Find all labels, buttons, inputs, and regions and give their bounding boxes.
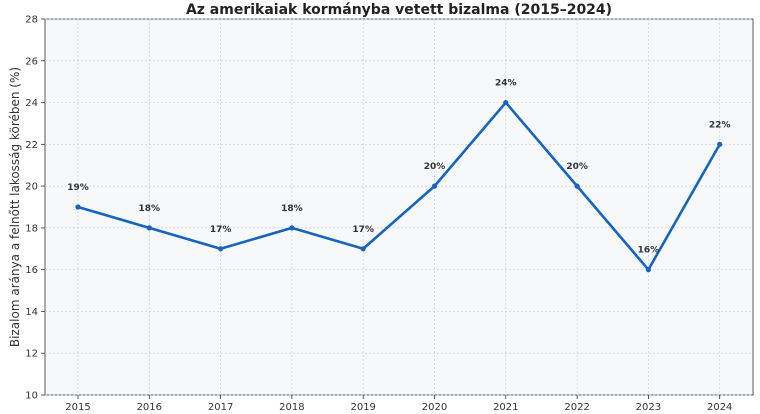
plot-area — [44, 18, 754, 396]
grid — [45, 18, 753, 396]
data-label: 22% — [709, 120, 731, 130]
series-layer: 19% 18% 17% 18% 17% 20% 24% 20% 16% 22% — [67, 79, 730, 273]
x-tick-label: 2016 — [137, 402, 162, 413]
data-point — [431, 183, 438, 189]
y-tick-label: 26 — [25, 56, 38, 67]
data-label: 20% — [424, 162, 446, 172]
x-tick-label: 2023 — [636, 402, 661, 413]
data-point — [503, 99, 509, 106]
data-label: 19% — [67, 183, 89, 193]
data-label: 18% — [139, 204, 161, 214]
y-tick-label: 16 — [25, 265, 38, 276]
x-tick-label: 2019 — [350, 402, 375, 413]
data-label: 17% — [210, 225, 232, 235]
data-point — [360, 246, 366, 252]
y-tick-label: 18 — [25, 223, 38, 234]
data-point — [645, 267, 652, 273]
data-point — [717, 141, 723, 147]
x-tick-label: 2015 — [65, 402, 90, 413]
y-tick-label: 10 — [25, 391, 38, 402]
x-tick-label: 2022 — [564, 402, 589, 413]
data-label: 16% — [638, 246, 660, 256]
y-tick-label: 20 — [25, 182, 38, 193]
data-point — [574, 183, 580, 189]
series-line — [77, 101, 721, 271]
y-tick-label: 22 — [25, 140, 38, 151]
y-tick-label: 12 — [25, 349, 38, 360]
y-tick-label: 28 — [25, 15, 38, 26]
y-axis-label: Bizalom aránya a felnőtt lakosság körébe… — [8, 67, 22, 347]
data-label: 18% — [281, 204, 303, 214]
data-label: 17% — [352, 225, 374, 235]
data-point — [289, 225, 295, 231]
data-label: 20% — [566, 162, 588, 172]
x-tick-label: 2021 — [493, 402, 518, 413]
x-tick-label: 2017 — [208, 402, 233, 413]
y-tick-label: 14 — [25, 307, 38, 318]
x-tick-label: 2024 — [707, 402, 732, 413]
y-tick-label: 24 — [25, 98, 38, 109]
x-tick-label: 2018 — [279, 402, 304, 413]
data-point — [75, 204, 81, 210]
data-point — [218, 246, 224, 252]
data-label: 24% — [495, 79, 517, 89]
data-point — [146, 225, 152, 231]
x-tick-label: 2020 — [422, 402, 447, 413]
chart-title: Az amerikaiak kormányba vetett bizalma (… — [186, 2, 612, 18]
